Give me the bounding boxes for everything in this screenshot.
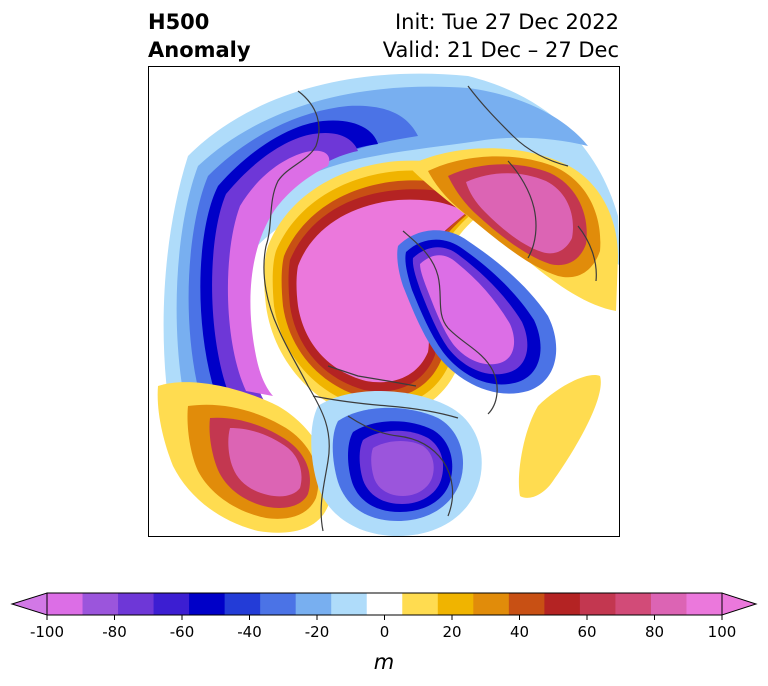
colorbar-swatch — [224, 593, 261, 615]
colorbar-tick-label: -60 — [170, 623, 195, 641]
colorbar-extend-high — [721, 592, 758, 616]
colorbar-swatch — [82, 593, 119, 615]
title-field-name: H500 — [148, 10, 210, 34]
title-valid-period: Valid: 21 Dec – 27 Dec — [382, 38, 619, 62]
colorbar-swatch — [473, 593, 510, 615]
colorbar-tick-label: 100 — [708, 623, 737, 641]
anomaly-atlantic-positive — [518, 375, 601, 498]
colorbar-swatch — [579, 593, 616, 615]
colorbar-tick-label: -100 — [30, 623, 64, 641]
colorbar-swatch — [260, 593, 297, 615]
colorbar-swatch — [189, 593, 226, 615]
colorbar-tick-label: 20 — [442, 623, 461, 641]
colorbar-tick-label: 0 — [380, 623, 390, 641]
map-boundaries — [263, 85, 597, 532]
colorbar-tick-label: 60 — [577, 623, 596, 641]
plot-title-right: Init: Tue 27 Dec 2022 Valid: 21 Dec – 27… — [383, 8, 619, 64]
colorbar-swatch — [437, 593, 474, 615]
colorbar-swatch — [615, 593, 652, 615]
colorbar-tick-label: 40 — [510, 623, 529, 641]
anomaly-west-negative-lobe — [227, 150, 330, 396]
colorbar-swatch — [508, 593, 545, 615]
colorbar-swatch — [686, 593, 723, 615]
colorbar: -100 -80 -60 -40 -20 0 20 40 60 80 100 m — [10, 592, 758, 674]
anomaly-sw-positive-core — [228, 428, 302, 497]
colorbar-extend-low — [10, 592, 48, 616]
title-field-type: Anomaly — [148, 38, 251, 62]
colorbar-unit-label: m — [374, 650, 394, 674]
colorbar-swatch — [366, 593, 403, 615]
colorbar-swatch — [118, 593, 155, 615]
colorbar-swatch — [153, 593, 190, 615]
anomaly-ne-positive-core — [466, 173, 573, 254]
anomaly-map — [148, 66, 620, 537]
colorbar-swatch — [331, 593, 368, 615]
colorbar-tick-label: -40 — [237, 623, 262, 641]
colorbar-tick-label: -80 — [102, 623, 127, 641]
anomaly-east-negative-core — [420, 255, 515, 365]
colorbar-swatch — [650, 593, 687, 615]
colorbar-swatch — [47, 593, 84, 615]
anomaly-se-negative-core — [371, 440, 434, 496]
colorbar-tick-label: 80 — [645, 623, 664, 641]
colorbar-tick-label: -20 — [305, 623, 330, 641]
title-init-time: Init: Tue 27 Dec 2022 — [394, 10, 619, 34]
colorbar-swatch — [295, 593, 332, 615]
map-frame — [148, 66, 620, 537]
colorbar-swatch — [544, 593, 581, 615]
plot-title-left: H500 Anomaly — [148, 8, 251, 64]
colorbar-swatch — [402, 593, 439, 615]
